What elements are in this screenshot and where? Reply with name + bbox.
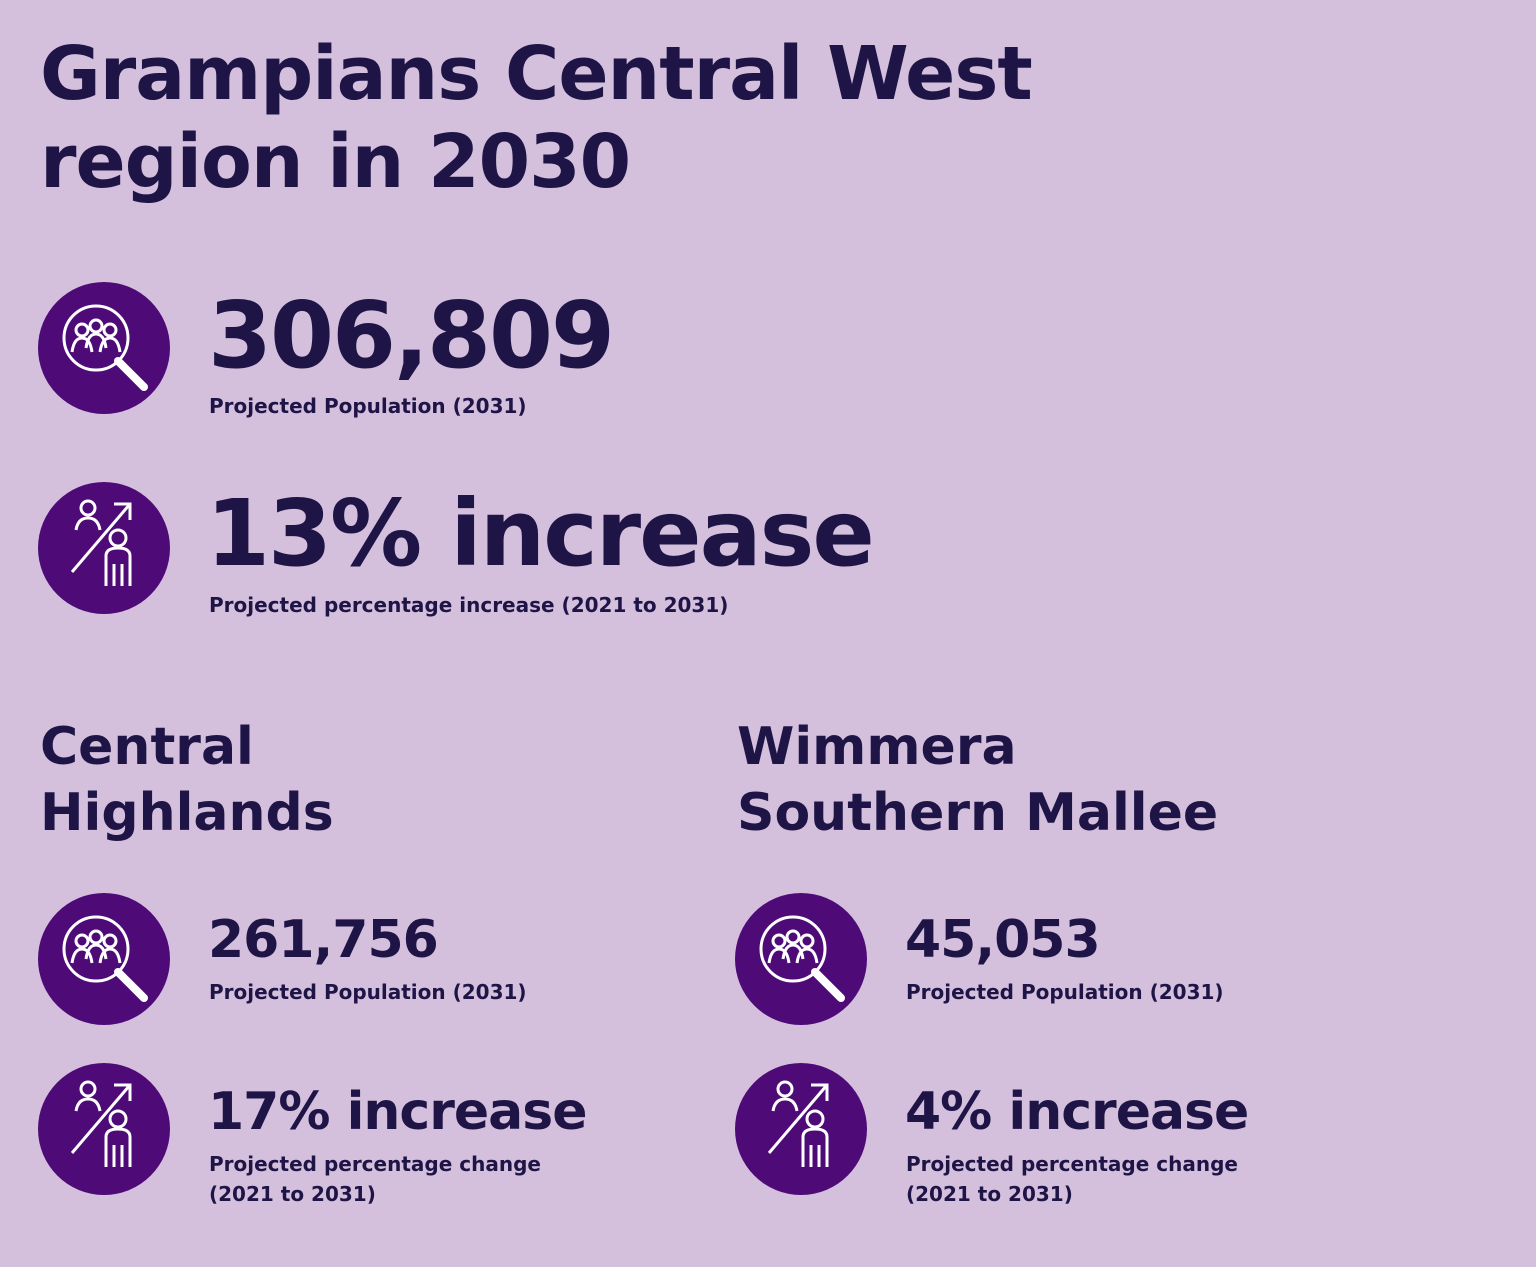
population-icon bbox=[38, 282, 170, 414]
stat-value: 261,756 bbox=[208, 910, 439, 970]
region-name: Wimmera Southern Mallee bbox=[737, 717, 1219, 843]
stat-value: 17% increase bbox=[208, 1082, 587, 1142]
population-icon bbox=[735, 893, 867, 1025]
stat-value: 45,053 bbox=[905, 910, 1101, 970]
stat-label: Projected Population (2031) bbox=[906, 980, 1224, 1004]
stat-label: Projected Population (2031) bbox=[209, 394, 527, 418]
stat-label: Projected percentage increase (2021 to 2… bbox=[209, 593, 729, 617]
increase-icon bbox=[38, 1063, 170, 1195]
stat-label: Projected percentage change (2021 to 203… bbox=[209, 1152, 541, 1206]
stat-label: Projected Population (2031) bbox=[209, 980, 527, 1004]
stat-value: 306,809 bbox=[208, 282, 615, 389]
population-icon bbox=[38, 893, 170, 1025]
title: Grampians Central West region in 2030 bbox=[40, 31, 1033, 205]
stat-value: 13% increase bbox=[206, 480, 875, 587]
stat-value: 4% increase bbox=[905, 1082, 1249, 1142]
increase-icon bbox=[38, 482, 170, 614]
increase-icon bbox=[735, 1063, 867, 1195]
region-name: Central Highlands bbox=[40, 717, 334, 843]
stat-label: Projected percentage change (2021 to 203… bbox=[906, 1152, 1238, 1206]
